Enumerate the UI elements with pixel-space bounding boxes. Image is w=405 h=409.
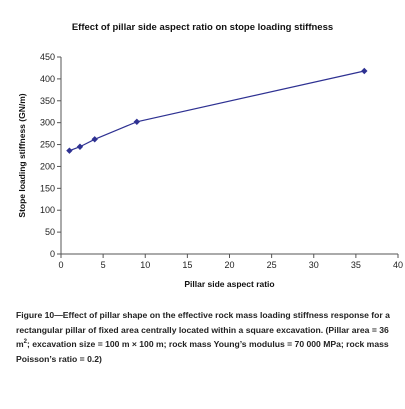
x-tick-label: 5: [101, 260, 106, 270]
y-tick-label: 400: [40, 74, 55, 84]
x-tick-label: 15: [182, 260, 192, 270]
x-tick-label: 0: [58, 260, 63, 270]
series: [66, 67, 368, 154]
y-tick-label: 450: [40, 52, 55, 62]
x-tick-label: 35: [351, 260, 361, 270]
y-tick-label: 300: [40, 118, 55, 128]
y-tick-label: 350: [40, 96, 55, 106]
chart-title: Effect of pillar side aspect ratio on st…: [71, 22, 334, 33]
y-tick-label: 250: [40, 140, 55, 150]
chart: 0 50 100 150 200 250 300 350 400 450 0 5 10 15 20 25 30 3…: [17, 52, 403, 289]
y-tick-label: 200: [40, 161, 55, 171]
y-tick-label: 150: [40, 183, 55, 193]
x-tick-label: 20: [224, 260, 234, 270]
data-point: [361, 67, 368, 75]
x-tick-label: 10: [140, 260, 150, 270]
data-point: [133, 118, 141, 125]
data-point: [76, 143, 84, 150]
data-point: [91, 136, 98, 143]
data-point: [66, 147, 73, 154]
caption-text-start: Figure 10—Effect of pillar shape on the …: [16, 310, 390, 349]
x-tick-label: 40: [393, 260, 403, 270]
y-axis-title: Stope loading stiffness (GN/m): [17, 93, 27, 217]
series-line: [69, 70, 365, 152]
y-tick-label: 50: [45, 227, 55, 237]
caption-text-end: ; excavation size = 100 m × 100 m; rock …: [16, 339, 389, 364]
figure-caption: Figure 10—Effect of pillar shape on the …: [16, 308, 398, 366]
tick-labels: 0 50 100 150 200 250 300 350 400 450 0 5 10 15 20 25 30 3…: [40, 52, 403, 270]
y-tick-label: 100: [40, 205, 55, 215]
caption-superscript: 2: [23, 339, 27, 346]
x-tick-label: 30: [309, 260, 319, 270]
x-axis-title: Pillar side aspect ratio: [184, 279, 274, 289]
x-tick-label: 25: [267, 260, 277, 270]
y-tick-label: 0: [50, 249, 55, 259]
axes: [57, 56, 399, 258]
